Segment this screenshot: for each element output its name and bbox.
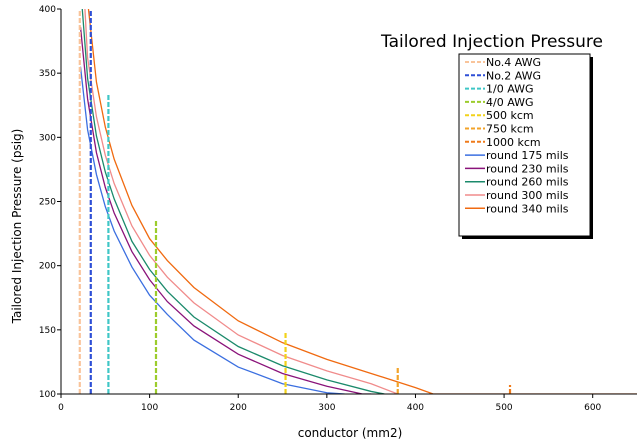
- legend-label: 750 kcm: [486, 123, 534, 136]
- legend-label: 4/0 AWG: [486, 96, 534, 109]
- chart-title: Tailored Injection Pressure: [380, 32, 603, 52]
- x-tick-label: 400: [407, 403, 424, 413]
- axes: [57, 8, 637, 398]
- series-line-round-260-mils: [81, 9, 385, 394]
- y-tick-label: 150: [39, 326, 56, 336]
- y-tick-label: 400: [39, 5, 56, 15]
- y-tick-label: 300: [39, 133, 56, 143]
- legend-label: 1/0 AWG: [486, 83, 534, 96]
- y-tick-label: 200: [39, 262, 56, 272]
- legend-label: round 230 mils: [486, 162, 569, 175]
- legend-label: No.2 AWG: [486, 69, 541, 82]
- x-tick-label: 300: [318, 403, 335, 413]
- y-tick-label: 350: [39, 69, 56, 79]
- legend-label: round 175 mils: [486, 149, 569, 162]
- legend-label: round 340 mils: [486, 202, 569, 215]
- y-tick-label: 250: [39, 198, 56, 208]
- x-tick-label: 0: [58, 403, 64, 413]
- x-axis-title: conductor (mm2): [298, 426, 403, 440]
- x-tick-label: 100: [141, 403, 158, 413]
- series-line-round-175-mils: [79, 66, 345, 394]
- y-axis-title: Tailored Injection Pressure (psig): [10, 129, 24, 325]
- legend-label: 500 kcm: [486, 109, 534, 122]
- series-line-round-300-mils: [84, 9, 398, 394]
- x-tick-label: 600: [584, 403, 601, 413]
- legend-label: No.4 AWG: [486, 56, 541, 69]
- x-tick-label: 500: [495, 403, 512, 413]
- legend-box: [458, 53, 591, 237]
- legend-label: round 260 mils: [486, 176, 569, 189]
- series-layer: [78, 9, 637, 394]
- legend-label: round 300 mils: [486, 189, 569, 202]
- y-tick-label: 100: [39, 390, 56, 400]
- series-line-round-230-mils: [79, 26, 372, 394]
- x-tick-label: 200: [230, 403, 247, 413]
- legend-label: 1000 kcm: [486, 136, 541, 149]
